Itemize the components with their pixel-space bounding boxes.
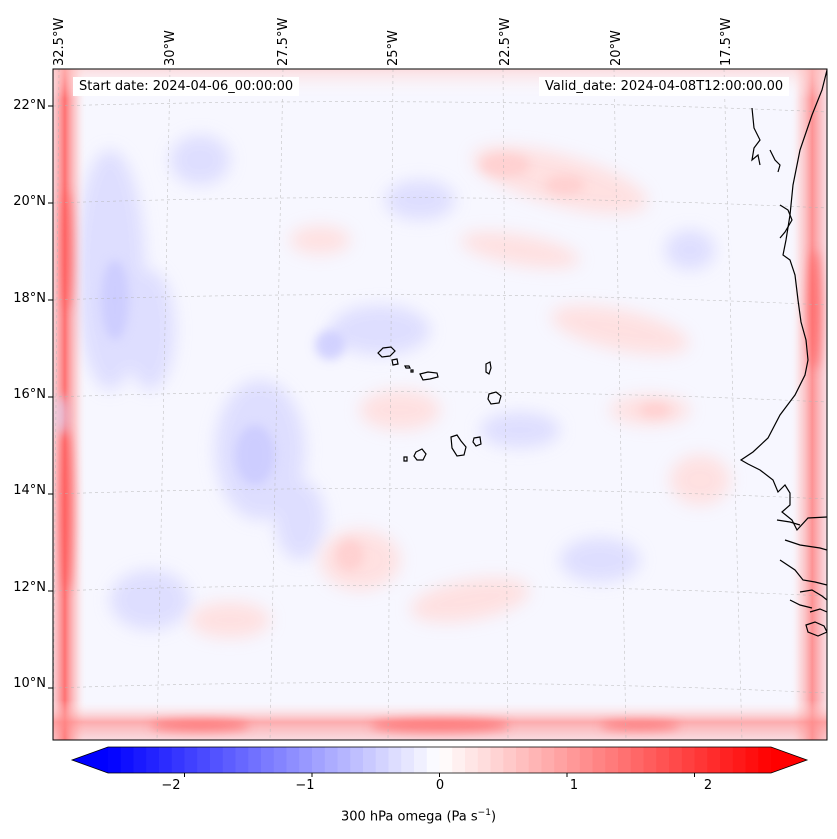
colorbar-segment — [465, 747, 479, 773]
colorbar-segment — [375, 747, 390, 773]
colorbar-segment — [554, 747, 568, 773]
lat-label-12n: 12°N — [13, 580, 46, 595]
colorbar-segment — [541, 747, 555, 773]
colorbar-segment — [286, 747, 300, 773]
colorbar-segment — [401, 747, 415, 773]
lat-label-20n: 20°N — [13, 194, 46, 209]
lon-label-17-5w: 17.5°W — [719, 17, 734, 66]
colorbar-segment — [439, 747, 453, 773]
colorbar-segment — [490, 747, 504, 773]
colorbar-segment — [656, 747, 670, 773]
lat-label-14n: 14°N — [13, 483, 46, 498]
colorbar-segment — [516, 747, 530, 773]
colorbar-segment — [133, 747, 147, 773]
coastline — [739, 69, 827, 637]
colorbar-segment — [745, 747, 759, 773]
map-frame — [52, 68, 828, 741]
graticule — [53, 69, 827, 740]
colorbar-segment — [592, 747, 606, 773]
colorbar-segment — [579, 747, 594, 773]
colorbar-label-end: ) — [490, 809, 497, 825]
colorbar-tick-label: 1 — [569, 778, 579, 793]
colorbar-segment — [299, 747, 313, 773]
colorbar-segment — [618, 747, 632, 773]
colorbar-segment — [222, 747, 237, 773]
colorbar-extend-min — [72, 747, 108, 773]
colorbar-segment — [184, 747, 198, 773]
colorbar-segment — [720, 747, 734, 773]
colorbar-label: 300 hPa omega (Pa s−1) — [0, 808, 837, 824]
colorbar-label-main: 300 hPa omega (Pa s — [340, 809, 478, 825]
colorbar-segment — [707, 747, 721, 773]
colorbar-segment — [363, 747, 377, 773]
colorbar-tick-label: −1 — [295, 778, 315, 793]
colorbar-segment — [146, 747, 160, 773]
colorbar-segment — [426, 747, 441, 773]
colorbar-segment — [669, 747, 683, 773]
colorbar-segment — [732, 747, 747, 773]
colorbar-outline — [70, 746, 809, 774]
lon-label-22-5w: 22.5°W — [498, 17, 513, 66]
colorbar-segment — [261, 747, 275, 773]
lat-label-18n: 18°N — [13, 291, 46, 306]
colorbar-segment — [681, 747, 696, 773]
colorbar-tick-label: 2 — [703, 778, 713, 793]
colorbar-segment — [388, 747, 402, 773]
lon-label-32-5w: 32.5°W — [52, 17, 67, 66]
colorbar-segment — [210, 747, 224, 773]
colorbar-segment — [337, 747, 351, 773]
colorbar-segment — [758, 747, 772, 773]
lat-label-10n: 10°N — [13, 676, 46, 691]
colorbar-extend-max — [771, 747, 807, 773]
colorbar-segment — [605, 747, 619, 773]
colorbar-segment — [350, 747, 364, 773]
colorbar-segment — [630, 747, 645, 773]
colorbar-segment — [159, 747, 173, 773]
colorbar-label-exponent: −1 — [477, 808, 491, 818]
lon-label-25w: 25°W — [386, 30, 401, 66]
colorbar-segment — [452, 747, 466, 773]
lat-label-22n: 22°N — [13, 98, 46, 113]
colorbar-segment — [567, 747, 581, 773]
colorbar-segment — [120, 747, 135, 773]
colorbar-segment — [108, 747, 122, 773]
colorbar-segment — [414, 747, 428, 773]
lon-label-27-5w: 27.5°W — [276, 17, 291, 66]
colorbar-segment — [477, 747, 492, 773]
colorbar-segment — [248, 747, 262, 773]
colorbar-segment — [171, 747, 186, 773]
colorbar-segment — [235, 747, 249, 773]
valid-date-label: Valid_date: 2024-04-08T12:00:00.00 — [539, 77, 790, 96]
colorbar-segment — [312, 747, 326, 773]
start-date-label: Start date: 2024-04-06_00:00:00 — [73, 77, 300, 96]
lon-label-20w: 20°W — [609, 30, 624, 66]
colorbar-tick-label: 0 — [435, 778, 445, 793]
colorbar-segment — [643, 747, 657, 773]
colorbar-segment — [324, 747, 339, 773]
colorbar-segment — [273, 747, 288, 773]
cape-verde-islands — [377, 346, 502, 462]
colorbar-segment — [528, 747, 543, 773]
colorbar — [70, 746, 809, 777]
colorbar-segment — [197, 747, 211, 773]
lat-label-16n: 16°N — [13, 387, 46, 402]
lon-label-30w: 30°W — [163, 30, 178, 66]
colorbar-tick-label: −2 — [161, 778, 181, 793]
colorbar-segment — [503, 747, 517, 773]
axis-ticks — [48, 105, 53, 689]
colorbar-segment — [694, 747, 708, 773]
omega-field — [53, 69, 827, 740]
